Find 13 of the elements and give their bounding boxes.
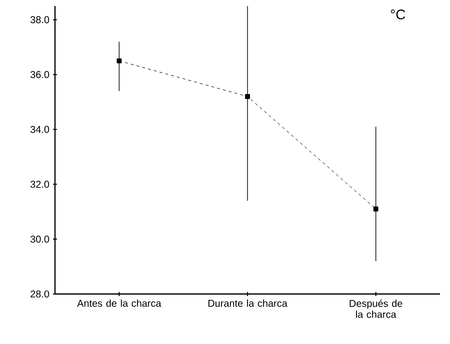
x-tick-label: Durante la charca [208, 300, 288, 307]
point [373, 206, 378, 212]
annotation: °C [390, 10, 406, 20]
y-tick-label: 36.0 [30, 71, 50, 78]
y-tick-label: 28.0 [30, 290, 50, 298]
y-tick-label: 32.0 [30, 180, 50, 188]
point [116, 58, 122, 64]
y-tick-label: 38.0 [30, 16, 50, 24]
x-tick-label: Después de la charca [350, 300, 402, 318]
point [245, 94, 250, 99]
y-tick-label: 30.0 [30, 236, 50, 243]
x-tick-label: Antes de la charca [77, 300, 162, 307]
y-tick-label: 34.0 [30, 126, 50, 133]
